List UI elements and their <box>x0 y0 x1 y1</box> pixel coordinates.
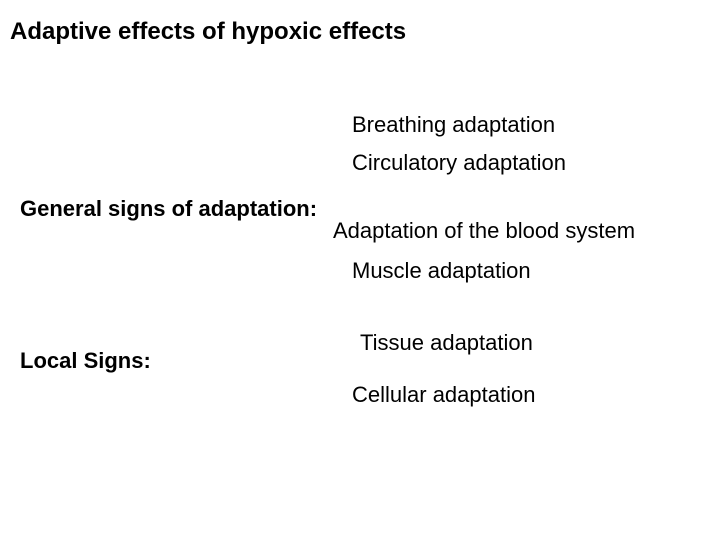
item-circulatory-adaptation: Circulatory adaptation <box>352 150 566 176</box>
slide-title: Adaptive effects of hypoxic effects <box>10 18 406 46</box>
item-blood-system-adaptation: Adaptation of the blood system <box>333 218 635 244</box>
subheading-local-signs: Local Signs: <box>20 348 151 374</box>
item-tissue-adaptation: Tissue adaptation <box>360 330 533 356</box>
subheading-general-signs: General signs of adaptation: <box>20 196 317 222</box>
item-muscle-adaptation: Muscle adaptation <box>352 258 531 284</box>
item-breathing-adaptation: Breathing adaptation <box>352 112 555 138</box>
item-cellular-adaptation: Cellular adaptation <box>352 382 535 408</box>
